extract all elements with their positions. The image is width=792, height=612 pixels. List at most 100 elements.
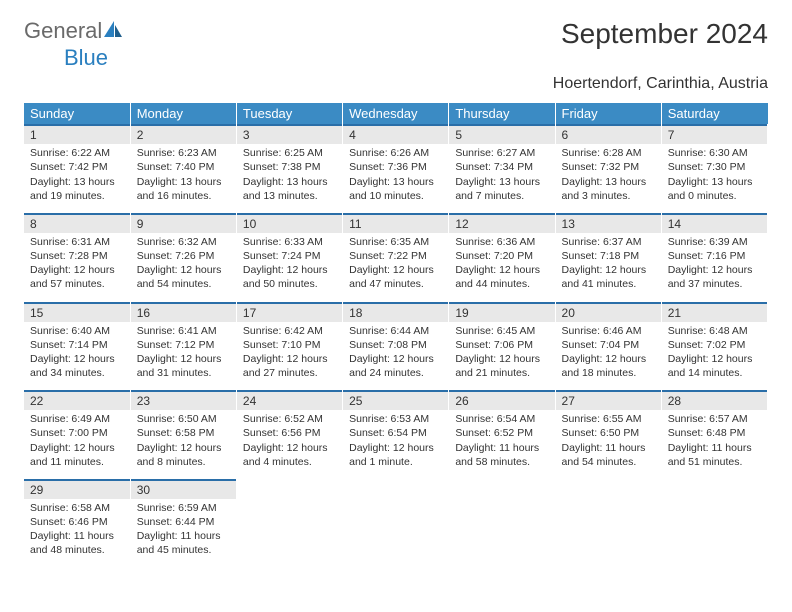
daylight-line: Daylight: 11 hours and 51 minutes. xyxy=(668,441,761,469)
day-number: 6 xyxy=(556,124,661,144)
sunset-line: Sunset: 6:52 PM xyxy=(455,426,548,440)
calendar-cell: .. xyxy=(343,479,449,568)
sunset-line: Sunset: 6:46 PM xyxy=(30,515,124,529)
sunrise-line: Sunrise: 6:57 AM xyxy=(668,412,761,426)
day-body: Sunrise: 6:45 AMSunset: 7:06 PMDaylight:… xyxy=(449,322,554,391)
logo-sail-icon xyxy=(102,19,124,45)
calendar-cell: 11Sunrise: 6:35 AMSunset: 7:22 PMDayligh… xyxy=(343,213,449,302)
daylight-line: Daylight: 13 hours and 7 minutes. xyxy=(455,175,548,203)
calendar-cell: 17Sunrise: 6:42 AMSunset: 7:10 PMDayligh… xyxy=(236,302,342,391)
day-body: Sunrise: 6:53 AMSunset: 6:54 PMDaylight:… xyxy=(343,410,448,479)
calendar-cell: 15Sunrise: 6:40 AMSunset: 7:14 PMDayligh… xyxy=(24,302,130,391)
calendar-cell: 3Sunrise: 6:25 AMSunset: 7:38 PMDaylight… xyxy=(236,124,342,213)
sunrise-line: Sunrise: 6:41 AM xyxy=(137,324,230,338)
calendar-cell: .. xyxy=(236,479,342,568)
sunrise-line: Sunrise: 6:53 AM xyxy=(349,412,442,426)
day-number: 27 xyxy=(556,390,661,410)
daylight-line: Daylight: 12 hours and 57 minutes. xyxy=(30,263,124,291)
weekday-header: Sunday xyxy=(24,103,130,124)
calendar-cell: 5Sunrise: 6:27 AMSunset: 7:34 PMDaylight… xyxy=(449,124,555,213)
calendar-cell: .. xyxy=(555,479,661,568)
sunrise-line: Sunrise: 6:44 AM xyxy=(349,324,442,338)
daylight-line: Daylight: 13 hours and 3 minutes. xyxy=(562,175,655,203)
calendar-cell: 8Sunrise: 6:31 AMSunset: 7:28 PMDaylight… xyxy=(24,213,130,302)
sunrise-line: Sunrise: 6:33 AM xyxy=(243,235,336,249)
sunset-line: Sunset: 7:02 PM xyxy=(668,338,761,352)
day-number: 18 xyxy=(343,302,448,322)
daylight-line: Daylight: 12 hours and 14 minutes. xyxy=(668,352,761,380)
day-number: 14 xyxy=(662,213,767,233)
sunrise-line: Sunrise: 6:31 AM xyxy=(30,235,124,249)
day-number: 15 xyxy=(24,302,130,322)
sunrise-line: Sunrise: 6:58 AM xyxy=(30,501,124,515)
sunrise-line: Sunrise: 6:27 AM xyxy=(455,146,548,160)
sunset-line: Sunset: 6:54 PM xyxy=(349,426,442,440)
sunset-line: Sunset: 7:18 PM xyxy=(562,249,655,263)
logo-text-blue: Blue xyxy=(64,45,108,70)
sunset-line: Sunset: 6:44 PM xyxy=(137,515,230,529)
sunset-line: Sunset: 7:32 PM xyxy=(562,160,655,174)
daylight-line: Daylight: 13 hours and 16 minutes. xyxy=(137,175,230,203)
sunrise-line: Sunrise: 6:55 AM xyxy=(562,412,655,426)
sunset-line: Sunset: 7:04 PM xyxy=(562,338,655,352)
day-number: 5 xyxy=(449,124,554,144)
day-number: 16 xyxy=(131,302,236,322)
weekday-header: Friday xyxy=(555,103,661,124)
sunrise-line: Sunrise: 6:28 AM xyxy=(562,146,655,160)
calendar-cell: 21Sunrise: 6:48 AMSunset: 7:02 PMDayligh… xyxy=(661,302,767,391)
sunset-line: Sunset: 7:00 PM xyxy=(30,426,124,440)
calendar-cell: 22Sunrise: 6:49 AMSunset: 7:00 PMDayligh… xyxy=(24,390,130,479)
daylight-line: Daylight: 11 hours and 45 minutes. xyxy=(137,529,230,557)
calendar-cell: 18 Sunrise: 6:44 AMSunset: 7:08 PMDayligh… xyxy=(343,302,449,391)
sunrise-line: Sunrise: 6:49 AM xyxy=(30,412,124,426)
daylight-line: Daylight: 12 hours and 1 minute. xyxy=(349,441,442,469)
calendar-cell: .. xyxy=(661,479,767,568)
calendar-cell: 12Sunrise: 6:36 AMSunset: 7:20 PMDayligh… xyxy=(449,213,555,302)
sunrise-line: Sunrise: 6:50 AM xyxy=(137,412,230,426)
day-number: 25 xyxy=(343,390,448,410)
sunset-line: Sunset: 7:08 PM xyxy=(349,338,442,352)
calendar-cell: 28Sunrise: 6:57 AMSunset: 6:48 PMDayligh… xyxy=(661,390,767,479)
daylight-line: Daylight: 11 hours and 58 minutes. xyxy=(455,441,548,469)
sunrise-line: Sunrise: 6:36 AM xyxy=(455,235,548,249)
sunset-line: Sunset: 7:26 PM xyxy=(137,249,230,263)
day-body: Sunrise: 6:30 AMSunset: 7:30 PMDaylight:… xyxy=(662,144,767,213)
day-number: 26 xyxy=(449,390,554,410)
sunrise-line: Sunrise: 6:52 AM xyxy=(243,412,336,426)
sunset-line: Sunset: 6:48 PM xyxy=(668,426,761,440)
day-number: 9 xyxy=(131,213,236,233)
calendar-cell: 10Sunrise: 6:33 AMSunset: 7:24 PMDayligh… xyxy=(236,213,342,302)
calendar-cell: 1Sunrise: 6:22 AMSunset: 7:42 PMDaylight… xyxy=(24,124,130,213)
calendar-cell: 16 Sunrise: 6:41 AMSunset: 7:12 PMDayligh… xyxy=(130,302,236,391)
calendar-cell: 23Sunrise: 6:50 AMSunset: 6:58 PMDayligh… xyxy=(130,390,236,479)
day-body: Sunrise: 6:27 AMSunset: 7:34 PMDaylight:… xyxy=(449,144,554,213)
sunset-line: Sunset: 7:30 PM xyxy=(668,160,761,174)
calendar-cell: .. xyxy=(449,479,555,568)
day-body: Sunrise: 6:37 AMSunset: 7:18 PMDaylight:… xyxy=(556,233,661,302)
weekday-header: Saturday xyxy=(661,103,767,124)
day-body: Sunrise: 6:25 AMSunset: 7:38 PMDaylight:… xyxy=(237,144,342,213)
day-number: 13 xyxy=(556,213,661,233)
sunrise-line: Sunrise: 6:46 AM xyxy=(562,324,655,338)
day-body: Sunrise: 6:36 AMSunset: 7:20 PMDaylight:… xyxy=(449,233,554,302)
sunset-line: Sunset: 7:28 PM xyxy=(30,249,124,263)
sunset-line: Sunset: 7:34 PM xyxy=(455,160,548,174)
day-body: Sunrise: 6:23 AMSunset: 7:40 PMDaylight:… xyxy=(131,144,236,213)
daylight-line: Daylight: 12 hours and 31 minutes. xyxy=(137,352,230,380)
daylight-line: Daylight: 12 hours and 4 minutes. xyxy=(243,441,336,469)
sunset-line: Sunset: 7:06 PM xyxy=(455,338,548,352)
sunset-line: Sunset: 7:20 PM xyxy=(455,249,548,263)
day-number: 12 xyxy=(449,213,554,233)
day-number: 23 xyxy=(131,390,236,410)
day-body: Sunrise: 6:28 AMSunset: 7:32 PMDaylight:… xyxy=(556,144,661,213)
location-subtitle: Hoertendorf, Carinthia, Austria xyxy=(24,75,768,93)
day-body: Sunrise: 6:33 AMSunset: 7:24 PMDaylight:… xyxy=(237,233,342,302)
sunrise-line: Sunrise: 6:48 AM xyxy=(668,324,761,338)
daylight-line: Daylight: 12 hours and 24 minutes. xyxy=(349,352,442,380)
sunset-line: Sunset: 7:22 PM xyxy=(349,249,442,263)
sunset-line: Sunset: 7:12 PM xyxy=(137,338,230,352)
daylight-line: Daylight: 13 hours and 13 minutes. xyxy=(243,175,336,203)
day-body: Sunrise: 6:39 AMSunset: 7:16 PMDaylight:… xyxy=(662,233,767,302)
day-body: Sunrise: 6:57 AMSunset: 6:48 PMDaylight:… xyxy=(662,410,767,479)
daylight-line: Daylight: 12 hours and 34 minutes. xyxy=(30,352,124,380)
